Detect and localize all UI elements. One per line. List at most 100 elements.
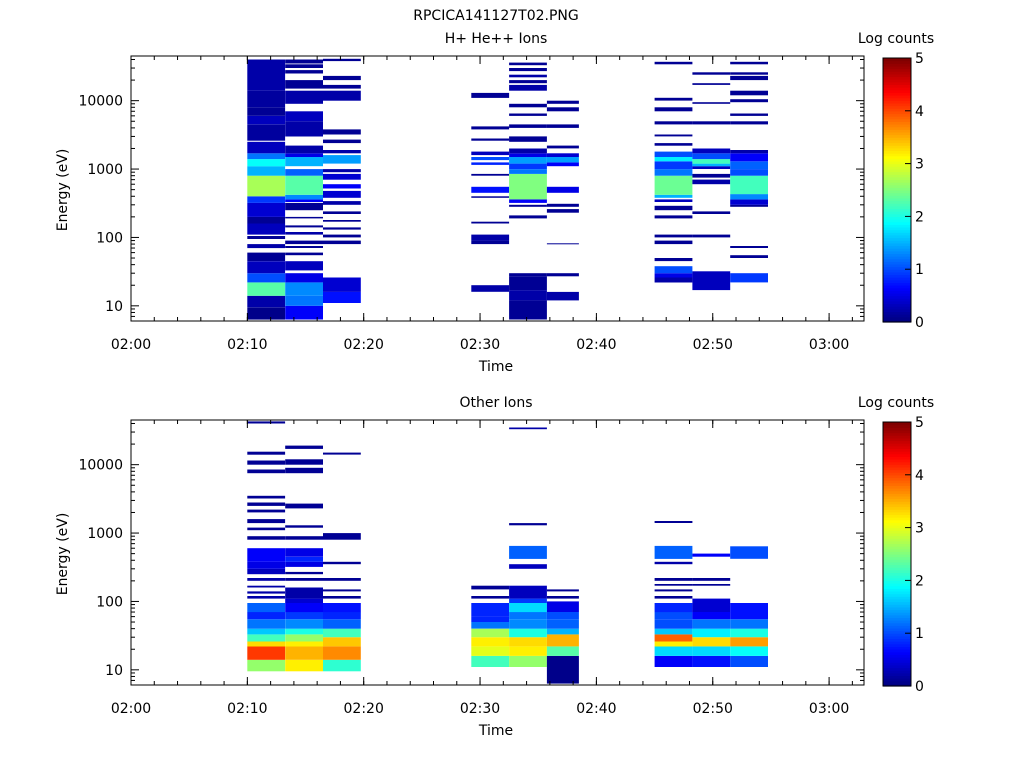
colorbar-segment (883, 680, 911, 684)
spectrogram-cell (730, 90, 768, 96)
spectrogram-cell (323, 129, 361, 135)
spectrogram-cell (247, 568, 286, 575)
colorbar-segment (883, 261, 911, 265)
colorbar-segment (883, 208, 911, 212)
spectrogram-cell (509, 290, 547, 301)
colorbar-segment (883, 564, 911, 568)
spectrogram-cell (509, 300, 547, 320)
spectrogram-cell (730, 175, 768, 195)
spectrogram-cell (247, 509, 286, 513)
colorbar-segment (883, 429, 911, 434)
spectrogram-cell (471, 151, 510, 156)
spectrogram-cell (323, 646, 361, 660)
colorbar-segment (883, 514, 911, 518)
spectrogram-cell (285, 232, 323, 235)
spectrogram-cell (730, 72, 768, 75)
spectrogram-cell (692, 655, 731, 667)
spectrogram-cell (247, 561, 286, 569)
colorbar-segment (883, 588, 911, 592)
spectrogram-cell (509, 163, 547, 169)
colorbar-segment (883, 646, 911, 650)
spectrogram-cell (509, 637, 547, 647)
spectrogram-cell (654, 107, 693, 112)
colorbar-segment (883, 664, 911, 669)
spectrogram-cell (654, 603, 693, 613)
colorbar-segment (883, 142, 911, 146)
colorbar-segment (883, 314, 911, 318)
spectrogram-cell (247, 166, 286, 176)
spectrogram-cell (285, 612, 323, 620)
spectrogram-cell (323, 561, 361, 565)
x-axis-label: Time (478, 359, 513, 375)
spectrogram-cell (692, 163, 731, 167)
spectrogram-cell (730, 194, 768, 200)
colorbar-segment (883, 150, 911, 154)
spectrogram-cell (285, 598, 323, 603)
colorbar-segment (883, 575, 911, 579)
colorbar-segment (883, 670, 911, 674)
colorbar-segment (883, 649, 911, 653)
spectrogram-cell (692, 159, 731, 164)
spectrogram-cell (546, 655, 579, 684)
x-tick-label: 02:10 (227, 337, 267, 353)
spectrogram-cell (509, 215, 547, 219)
spectrogram-cell (471, 92, 510, 98)
colorbar: 0 1 2 3 4 5 (882, 51, 924, 331)
colorbar-segment (883, 126, 911, 130)
spectrogram-cell (654, 589, 693, 592)
spectrogram-cell (247, 469, 286, 474)
spectrogram-cell (654, 258, 693, 262)
colorbar-segment (883, 118, 911, 122)
spectrogram-cell (509, 628, 547, 638)
spectrogram-cell (730, 603, 768, 613)
colorbar-segment (883, 213, 911, 217)
colorbar-segment (883, 477, 911, 481)
colorbar-segment (883, 567, 911, 571)
spectrogram-cell (546, 619, 579, 629)
spectrogram-cell (692, 72, 731, 75)
colorbar-segment (883, 522, 911, 526)
spectrogram-cell (654, 194, 693, 198)
spectrogram-cell (285, 225, 323, 228)
y-tick-label: 10 (105, 663, 123, 679)
spectrogram-cell (285, 578, 323, 581)
colorbar-segment (883, 166, 911, 170)
spectrogram-cell (285, 445, 323, 449)
spectrogram-cell (692, 578, 731, 581)
colorbar-segment (883, 71, 911, 75)
colorbar-segment (883, 609, 911, 613)
spectrogram-cell (546, 601, 579, 612)
colorbar-tick-label: 2 (915, 209, 924, 225)
spectrogram-cell (247, 421, 286, 424)
spectrogram-cell (730, 612, 768, 620)
colorbar-segment (883, 614, 911, 618)
colorbar-segment (883, 490, 911, 494)
colorbar-segment (883, 458, 911, 463)
colorbar-segment (883, 583, 911, 587)
spectrogram-cell (247, 527, 286, 531)
x-ticks: 02:00 02:10 02:20 02:30 02:40 02:50 03:00 (111, 56, 853, 353)
spectrogram-cell (730, 619, 768, 629)
spectrogram-cell (546, 628, 579, 635)
colorbar-segment (883, 76, 911, 80)
spectrogram-cell (471, 196, 510, 198)
panel-h-he-ions: H+ He++ Ions Energy (eV) Time Log counts… (55, 31, 934, 375)
spectrogram-cell (546, 145, 579, 149)
y-tick-label: 10000 (78, 458, 123, 474)
spectrogram-cell (692, 271, 731, 291)
colorbar-segment (883, 495, 911, 500)
spectrogram-cell (730, 546, 768, 559)
figure-title: RPCICA141127T02.PNG (413, 8, 578, 24)
spectrogram-cell (285, 556, 323, 562)
colorbar-label: Log counts (858, 31, 934, 47)
colorbar-tick-label: 3 (915, 521, 924, 537)
colorbar-tick-label: 4 (915, 104, 924, 120)
colorbar-segment (883, 102, 911, 107)
x-tick-label: 02:20 (344, 701, 384, 717)
colorbar-segment (883, 440, 911, 444)
spectrogram-cell (247, 175, 286, 197)
colorbar-segment (883, 129, 911, 133)
colorbar-segment (883, 60, 911, 64)
colorbar-label: Log counts (858, 395, 934, 411)
colorbar-segment (883, 485, 911, 489)
